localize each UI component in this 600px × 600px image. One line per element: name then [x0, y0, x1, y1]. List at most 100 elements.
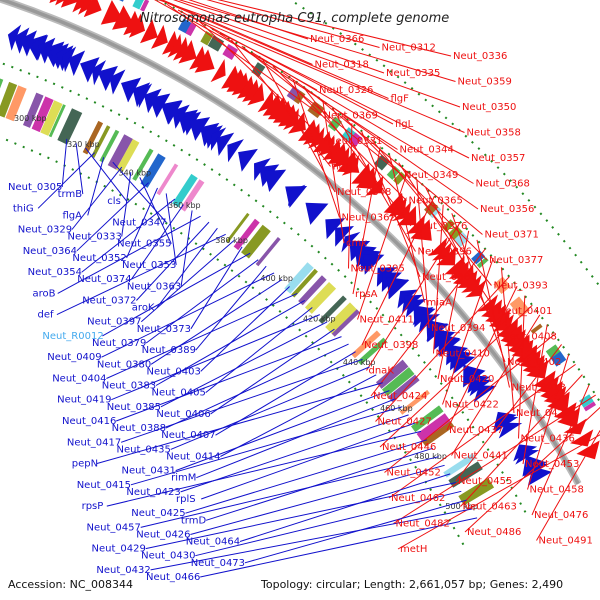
- forward-gene-63: [355, 167, 379, 190]
- leader-line: [451, 314, 541, 456]
- leader-line: [312, 93, 483, 235]
- tick-label: 340 kbp: [119, 169, 152, 178]
- gene-label-Neut_0476: Neut_0476: [534, 510, 588, 521]
- gene-label-Neut_0318: Neut_0318: [315, 60, 369, 71]
- leader-line: [126, 187, 158, 259]
- gene-label-Neut_0437: Neut_0437: [449, 425, 503, 436]
- forward-feature-11: [119, 0, 124, 2]
- forward-feature-77: [545, 344, 561, 359]
- gene-label-Neut_0441: Neut_0441: [454, 451, 508, 462]
- gene-label-Neut_0452: Neut_0452: [387, 468, 441, 479]
- leader-line: [157, 0, 461, 108]
- leader-line: [476, 239, 510, 388]
- leader-line: [120, 358, 363, 443]
- gene-label-pepN: pepN: [72, 459, 98, 470]
- gene-label-Neut_0431: Neut_0431: [122, 466, 176, 477]
- reverse-feature-52: [375, 359, 409, 389]
- forward-gene-60: [341, 154, 360, 176]
- leader-line: [393, 394, 596, 524]
- gene-label-Neut_0410: Neut_0410: [436, 349, 490, 360]
- gene-label-Neut_0409: Neut_0409: [47, 352, 101, 363]
- reverse-feature-59: [416, 413, 452, 443]
- leader-line: [101, 272, 275, 358]
- gene-label-Neut_0397: Neut_0397: [87, 317, 141, 328]
- leader-line: [156, 227, 218, 308]
- tick-label: 400 kbp: [260, 274, 293, 283]
- leader-line: [177, 9, 394, 125]
- leader-line: [205, 307, 313, 393]
- gene-label-Neut_0458: Neut_0458: [530, 485, 584, 496]
- leader-line: [196, 398, 397, 479]
- leader-line: [460, 374, 583, 507]
- reverse-gene-51: [287, 184, 306, 207]
- gene-label-Neut_0432: Neut_0432: [96, 565, 150, 576]
- forward-feature-14: [140, 0, 150, 12]
- gene-label-Neut_0369: Neut_0369: [324, 111, 378, 122]
- gene-label-Neut_0403: Neut_0403: [147, 366, 201, 377]
- gene-label-Neut_0422: Neut_0422: [445, 400, 499, 411]
- reverse-feature-48: [351, 330, 381, 359]
- gene-label-Neut_0425: Neut_0425: [131, 508, 185, 519]
- forward-feature-23: [207, 35, 225, 52]
- tick-label: 300 kbp: [14, 114, 47, 123]
- leader-line: [361, 130, 421, 278]
- reverse-feature-7: [40, 100, 63, 136]
- reverse-feature-8: [48, 104, 66, 138]
- gene-label-Neut_0405: Neut_0405: [152, 388, 206, 399]
- gene-label-Neut_0466: Neut_0466: [146, 572, 200, 583]
- reverse-gene-66: [363, 254, 385, 275]
- gene-label-Neut_0388: Neut_0388: [112, 423, 166, 434]
- genome-rings: [0, 0, 600, 547]
- forward-gene-34: [210, 59, 226, 83]
- leader-line: [389, 154, 425, 303]
- gene-label-Neut_0446: Neut_0446: [382, 442, 436, 453]
- gene-label-Neut_0336: Neut_0336: [453, 51, 507, 62]
- gene-label-Neut_0396: Neut_0396: [418, 247, 472, 258]
- gene-label-Neut_0380: Neut_0380: [97, 359, 151, 370]
- gene-label-Neut_0455: Neut_0455: [458, 476, 512, 487]
- gene-label-Neut_0414: Neut_0414: [166, 452, 220, 463]
- reverse-feature-34: [255, 236, 281, 267]
- leader-line: [166, 3, 322, 116]
- leader-line: [375, 276, 510, 422]
- gene-label-thiG: thiG: [13, 203, 34, 214]
- leader-line: [220, 33, 470, 159]
- leader-line: [57, 215, 201, 294]
- reverse-gene-78: [412, 306, 434, 326]
- leader-line: [206, 0, 380, 48]
- backbone-circle: [0, 0, 580, 485]
- reverse-feature-19: [140, 153, 166, 188]
- forward-feature-67: [493, 276, 511, 294]
- leader-line: [348, 123, 353, 269]
- forward-feature-13: [132, 0, 144, 10]
- gene-label-aroB: aroB: [33, 288, 56, 299]
- forward-gene-11: [83, 0, 102, 18]
- reverse-feature-18: [132, 148, 154, 181]
- leader-line: [451, 213, 506, 363]
- gene-label-Neut_0428: Neut_0428: [516, 408, 570, 419]
- leader-line: [231, 39, 331, 167]
- leader-line: [239, 473, 451, 542]
- forward-feature-55: [424, 201, 441, 218]
- leader-line: [352, 146, 381, 295]
- forward-gene-21: [139, 19, 158, 44]
- gene-label-Neut_0424: Neut_0424: [373, 391, 427, 402]
- forward-gene-104: [526, 360, 549, 379]
- reverse-feature-54: [387, 374, 420, 403]
- reverse-gene-37: [216, 132, 235, 156]
- reverse-gene-92: [469, 379, 493, 397]
- reverse-gene-93: [473, 385, 497, 403]
- gene-label-Neut_0389: Neut_0389: [142, 345, 196, 356]
- reverse-gene-99: [494, 417, 519, 433]
- gene-label-rpsA: rpsA: [355, 289, 378, 300]
- reverse-feature-12: [82, 120, 104, 155]
- reverse-gene-16: [97, 65, 118, 92]
- gene-label-Neut_0486: Neut_0486: [467, 527, 521, 538]
- gene-label-Neut_0363: Neut_0363: [127, 281, 181, 292]
- reverse-feature-3: [5, 85, 27, 122]
- gene-label-Neut_0373: Neut_0373: [137, 324, 191, 335]
- gene-label-Neut_0379: Neut_0379: [92, 338, 146, 349]
- gene-label-Neut_0411: Neut_0411: [360, 315, 414, 326]
- leader-line: [209, 27, 398, 150]
- reverse-feature-13: [91, 125, 111, 159]
